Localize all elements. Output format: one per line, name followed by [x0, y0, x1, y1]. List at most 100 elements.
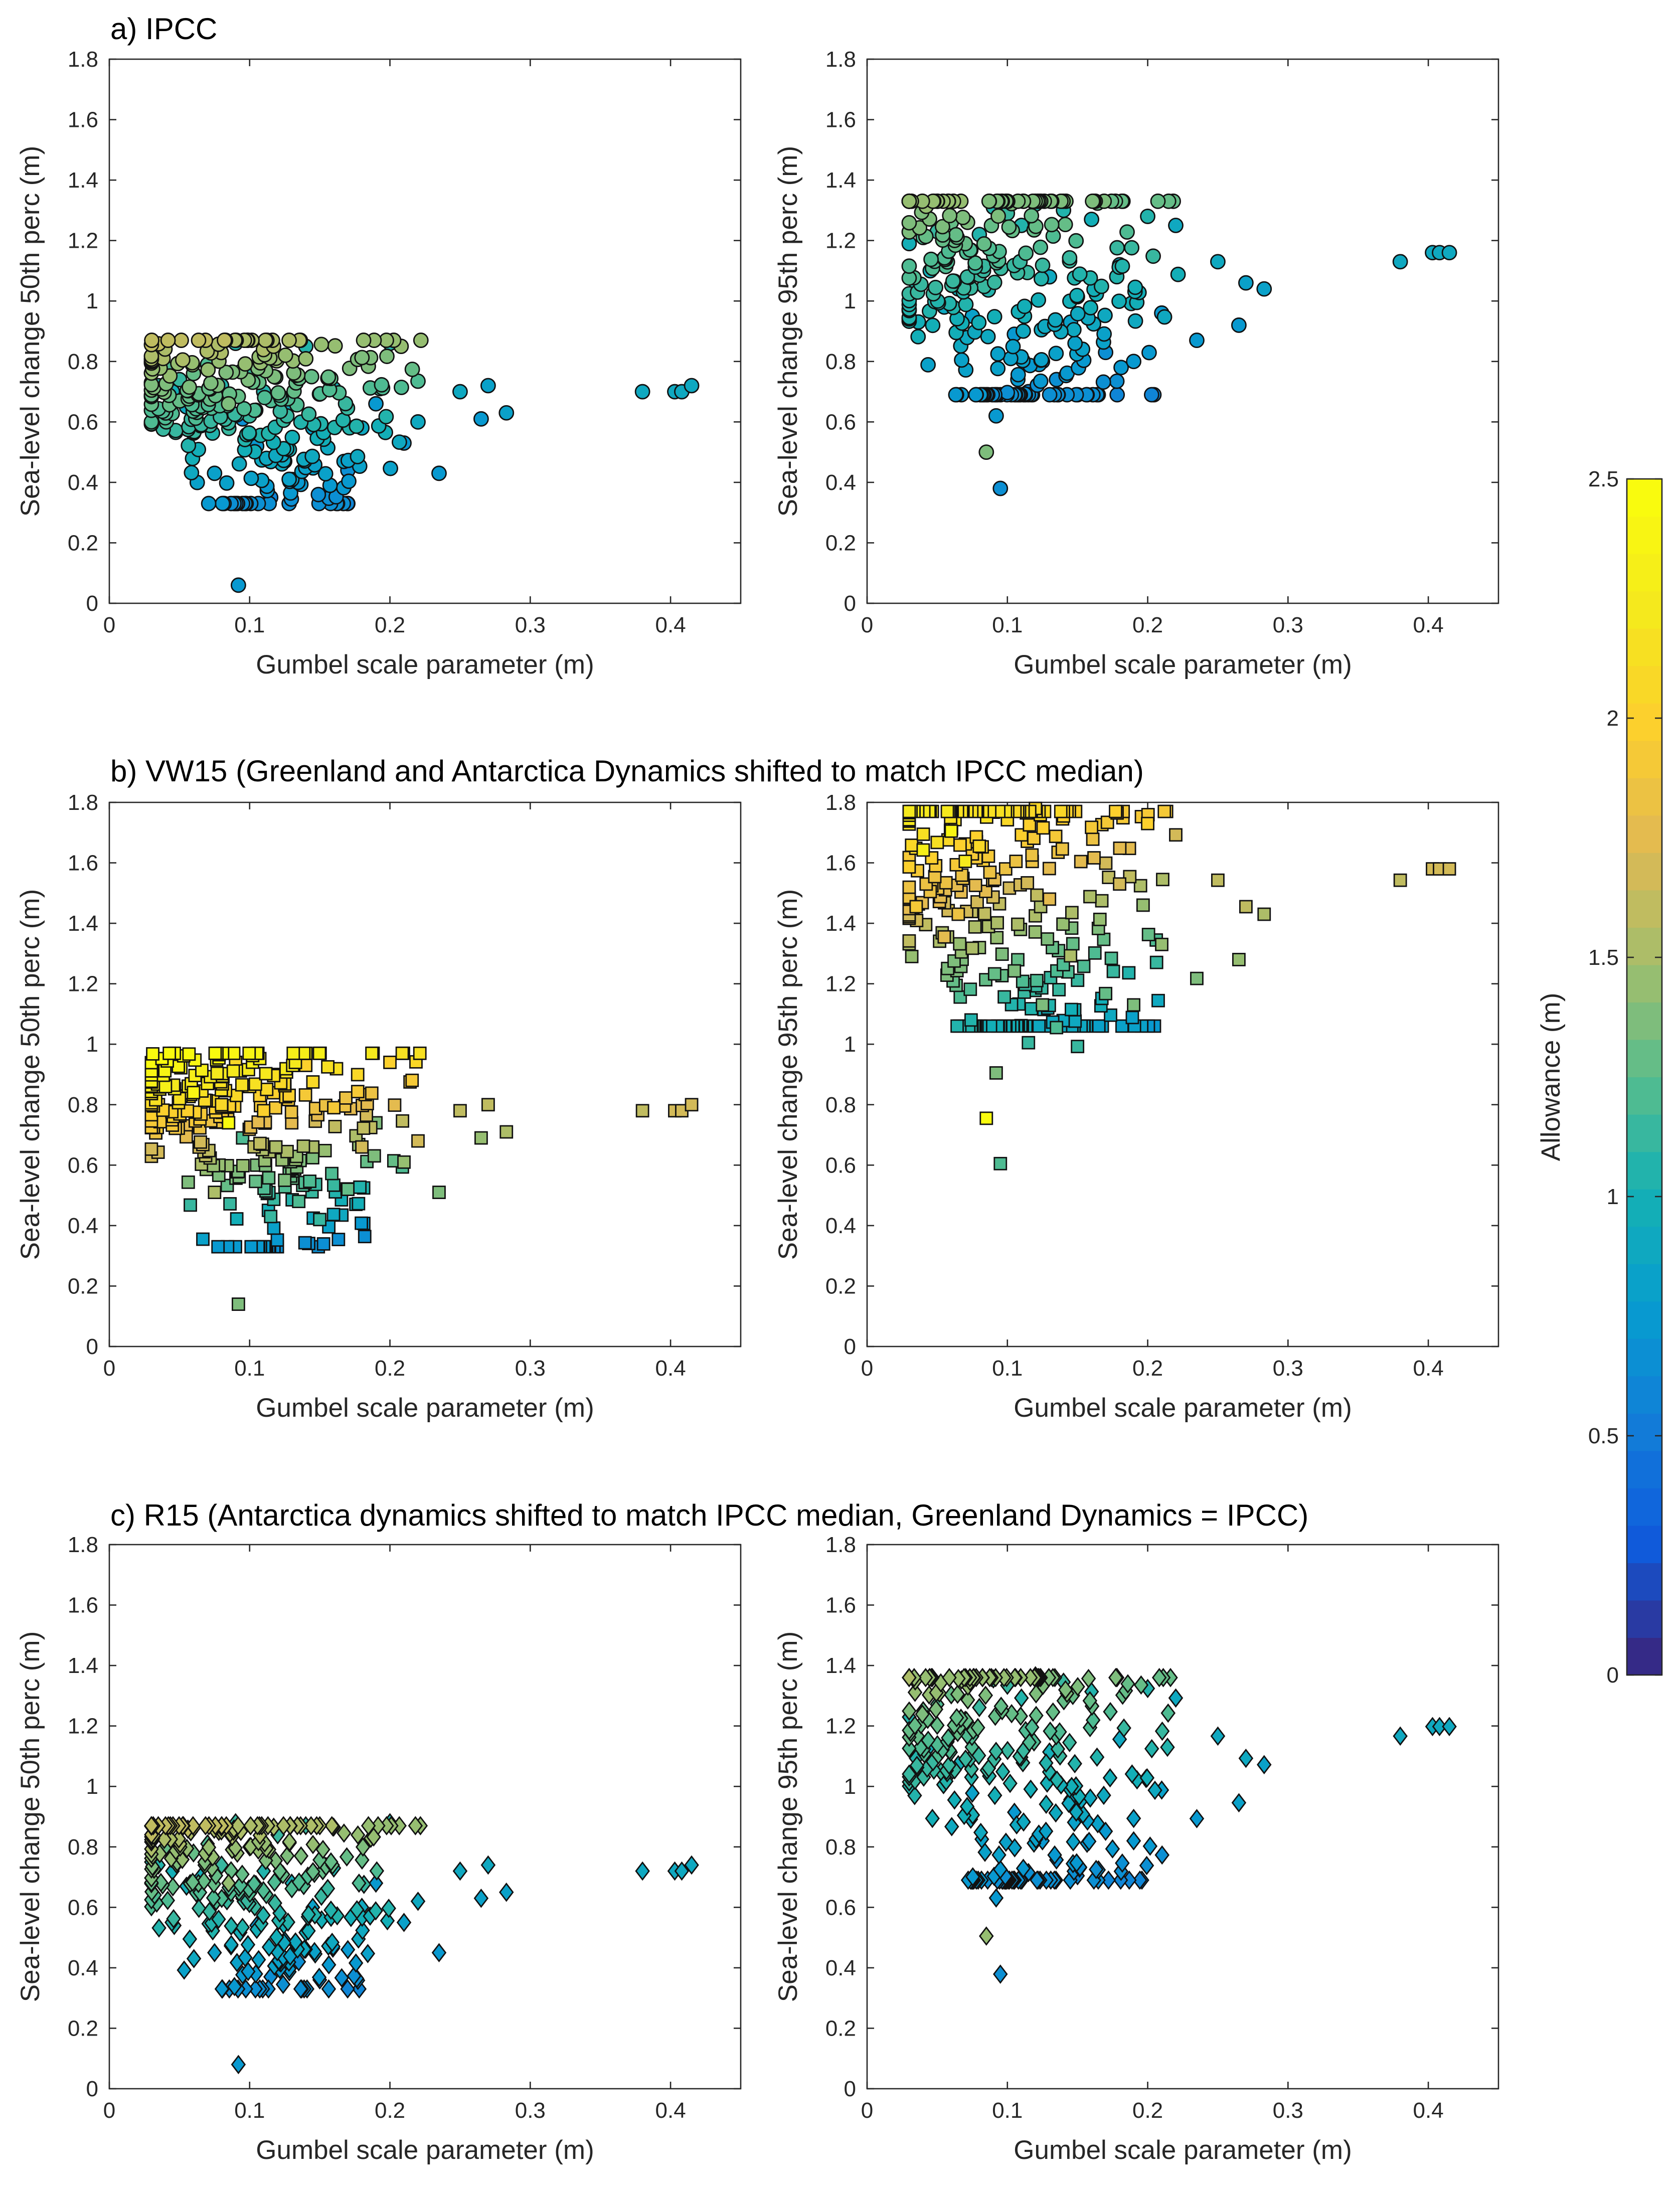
data-point [959, 1796, 975, 1816]
data-point [941, 1755, 957, 1775]
y-tick-label: 1.2 [825, 1714, 856, 1739]
data-point [182, 1929, 198, 1949]
data-point [328, 1120, 342, 1133]
data-point [1065, 1002, 1078, 1017]
data-point [208, 1046, 222, 1060]
data-point [379, 349, 395, 364]
data-point [185, 1872, 200, 1892]
data-point [241, 425, 257, 441]
data-point [369, 1861, 385, 1881]
data-point [955, 210, 971, 225]
plot-b-95th-percentile: 0 0.1 0.2 0.3 0.4 0 0.2 0.4 0.6 0.8 1 1.2 1.4 1.6 1.8 G… [773, 790, 1499, 1423]
data-point [334, 1968, 350, 1988]
data-point [1049, 829, 1063, 844]
colorbar-band [1627, 1637, 1662, 1675]
data-point [303, 1174, 317, 1188]
data-point [236, 401, 252, 417]
data-point [267, 1893, 282, 1913]
data-point [368, 1901, 383, 1921]
data-point [1238, 275, 1254, 291]
data-point [311, 1967, 327, 1987]
data-point [206, 1888, 221, 1908]
y-tick-label: 0.8 [68, 1093, 98, 1117]
data-point [1085, 820, 1099, 834]
data-point [275, 1974, 291, 1994]
x-tick-label: 0.3 [1273, 613, 1303, 637]
data-point [990, 346, 1006, 362]
data-point [944, 824, 958, 838]
data-point [331, 1233, 346, 1246]
x-tick-label: 0.4 [1413, 613, 1444, 637]
colorbar-band [1627, 1077, 1662, 1115]
data-point [306, 1075, 320, 1089]
data-point [257, 390, 273, 406]
y-tick-label: 1.4 [68, 168, 98, 193]
data-point [195, 1063, 209, 1077]
data-point [313, 337, 329, 353]
y-tick-label: 0.2 [68, 1274, 98, 1298]
data-point [1047, 1845, 1062, 1865]
data-point [217, 332, 232, 348]
data-point [978, 444, 994, 460]
colorbar-band [1627, 703, 1662, 741]
data-point [1169, 828, 1183, 842]
data-point [318, 1143, 332, 1157]
data-point [990, 931, 1004, 945]
data-point [979, 1926, 994, 1946]
data-point [993, 1964, 1008, 1984]
data-point [1033, 239, 1049, 255]
data-point [1108, 1667, 1123, 1688]
data-point [144, 1816, 159, 1835]
y-tick-label: 1 [86, 289, 98, 313]
colorbar-band [1627, 778, 1662, 816]
x-tick-label: 0.2 [1132, 1356, 1163, 1381]
data-point [480, 1855, 496, 1875]
data-point [1066, 1832, 1081, 1852]
y-tick-label: 1.8 [825, 47, 856, 72]
data-point [1058, 1680, 1073, 1700]
data-point [383, 1055, 397, 1069]
data-point [405, 1073, 419, 1087]
data-point [902, 880, 916, 894]
data-point [235, 1918, 250, 1937]
x-tick-label: 0.4 [655, 1356, 686, 1381]
data-point [930, 1716, 945, 1735]
y-tick-label: 0.6 [68, 410, 98, 434]
data-point [1022, 1733, 1037, 1752]
data-point [920, 357, 936, 373]
data-point [1210, 1726, 1226, 1746]
data-point [1144, 1739, 1159, 1759]
data-point [993, 1697, 1009, 1716]
data-point [1126, 354, 1141, 370]
data-point [1097, 307, 1113, 323]
data-point [902, 860, 916, 874]
y-tick-label: 0.4 [825, 1214, 856, 1238]
data-point [990, 361, 1006, 377]
data-point [211, 1909, 226, 1929]
data-point [1170, 266, 1186, 282]
x-tick-label: 0.3 [1273, 2098, 1303, 2123]
data-point [270, 385, 286, 401]
data-point [321, 1060, 335, 1074]
x-tick-label: 0.1 [992, 613, 1023, 637]
data-point [1136, 898, 1150, 912]
data-point [958, 1749, 973, 1769]
data-point [224, 1916, 239, 1936]
data-point [999, 385, 1016, 401]
y-axis-label: Sea-level change 50th perc (m) [16, 146, 45, 517]
data-point [1109, 804, 1122, 818]
data-point [1004, 997, 1019, 1012]
data-point [963, 982, 977, 996]
data-point [355, 1837, 371, 1857]
data-point [1025, 1002, 1038, 1016]
data-point [1133, 1675, 1149, 1695]
colorbar-band [1627, 1189, 1662, 1227]
data-point [1036, 821, 1050, 835]
data-point [909, 900, 923, 914]
data-point [251, 1115, 265, 1129]
data-point [993, 1156, 1007, 1170]
colorbar-band [1627, 890, 1662, 928]
data-point [1072, 266, 1088, 282]
colorbar-band [1627, 1151, 1662, 1190]
data-point [281, 332, 297, 348]
